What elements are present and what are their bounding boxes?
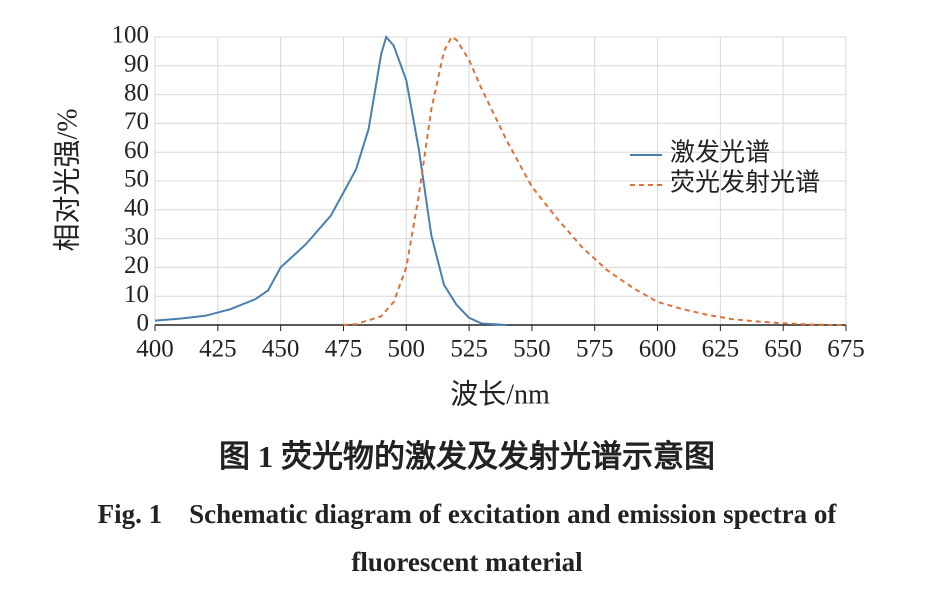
y-tick-label: 70 xyxy=(124,108,149,135)
y-tick-label: 60 xyxy=(124,137,149,164)
y-tick-label: 80 xyxy=(124,79,149,106)
x-axis-label: 波长/nm xyxy=(450,378,550,410)
x-tick-label: 475 xyxy=(325,336,363,363)
y-tick-label: 40 xyxy=(124,195,149,222)
caption-cn: 图 1 荧光物的激发及发射光谱示意图 xyxy=(219,439,715,474)
caption-en: fluorescent material xyxy=(351,547,583,577)
x-tick-label: 575 xyxy=(576,336,614,363)
x-tick-label: 525 xyxy=(450,336,488,363)
y-tick-label: 20 xyxy=(124,252,149,279)
y-tick-label: 100 xyxy=(112,22,150,49)
x-tick-label: 650 xyxy=(764,336,802,363)
x-tick-label: 450 xyxy=(262,336,300,363)
x-tick-label: 625 xyxy=(702,336,740,363)
y-tick-label: 0 xyxy=(137,310,150,337)
x-tick-label: 500 xyxy=(388,336,426,363)
y-tick-label: 50 xyxy=(124,166,149,193)
legend-label: 激发光谱 xyxy=(670,139,770,167)
x-tick-label: 675 xyxy=(827,336,865,363)
x-tick-label: 600 xyxy=(639,336,677,363)
x-tick-label: 400 xyxy=(136,336,174,363)
y-tick-label: 10 xyxy=(124,281,149,308)
y-tick-label: 30 xyxy=(124,223,149,250)
x-tick-label: 550 xyxy=(513,336,551,363)
line-series xyxy=(343,35,846,326)
line-series xyxy=(154,34,507,326)
y-tick-label: 90 xyxy=(124,51,149,78)
legend-label: 荧光发射光谱 xyxy=(670,169,820,197)
caption-en: Fig. 1 Schematic diagram of excitation a… xyxy=(98,499,838,529)
y-axis-label: 相对光强/% xyxy=(51,108,83,251)
x-tick-label: 425 xyxy=(199,336,237,363)
